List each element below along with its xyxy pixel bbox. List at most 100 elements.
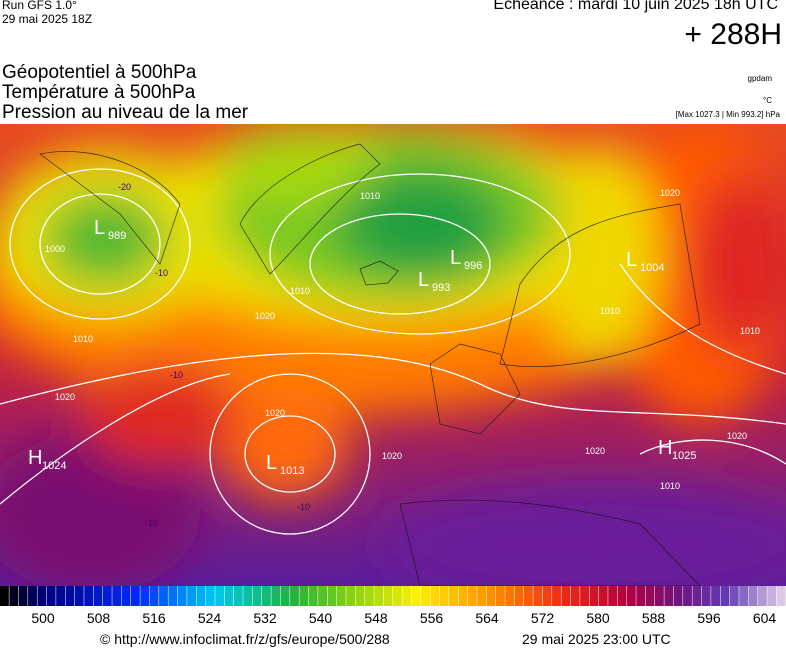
generated: 29 mai 2025 23:00 UTC — [522, 631, 671, 647]
colorbar-swatch — [430, 586, 440, 606]
colorbar-swatch — [37, 586, 47, 606]
colorbar-swatch — [364, 586, 374, 606]
source: © http://www.infoclimat.fr/z/gfs/europe/… — [100, 631, 390, 647]
isobar-label: 1020 — [660, 188, 680, 198]
isobar-label: 1020 — [255, 311, 275, 321]
colorbar-swatch — [477, 586, 487, 606]
isobar-label: 1010 — [73, 334, 93, 344]
isobar-label: 1020 — [55, 392, 75, 402]
colorbar-label: 516 — [142, 610, 166, 626]
colorbar-swatch — [524, 586, 533, 606]
colorbar-swatch — [683, 586, 692, 606]
colorbar-label: 604 — [752, 610, 777, 626]
colorbar-swatch — [252, 586, 262, 606]
pressure-letter: L — [266, 452, 277, 474]
colorbar-swatch — [580, 586, 589, 606]
colorbar-swatch — [570, 586, 580, 606]
pressure-letter: L — [626, 249, 637, 271]
colorbar-swatch — [131, 586, 140, 606]
colorbar-swatch — [495, 586, 505, 606]
pressure-letter: H — [28, 447, 42, 469]
colorbar-label: 556 — [419, 610, 444, 626]
pressure-letter: L — [450, 247, 461, 269]
colorbar-swatch — [0, 586, 9, 606]
colorbar-swatch — [757, 586, 767, 606]
colorbar-swatch — [140, 586, 150, 606]
colorbar-swatch — [533, 586, 543, 606]
legend-line: Géopotentiel à 500hPa — [2, 62, 197, 83]
isobar-label: 1000 — [45, 244, 65, 254]
colorbar-swatch — [177, 586, 187, 606]
colorbar-swatch — [748, 586, 758, 606]
colorbar-swatch — [655, 586, 664, 606]
colorbar-swatch — [18, 586, 28, 606]
valid-time: Echéance : mardi 10 juin 2025 18h UTC — [493, 0, 778, 13]
pressure-value: 989 — [108, 230, 126, 242]
temperature-label: -10 — [145, 518, 158, 528]
colorbar-label: 500 — [31, 610, 55, 626]
pressure-letter: L — [418, 269, 429, 291]
colorbar-swatch — [149, 586, 159, 606]
colorbar-swatch — [720, 586, 730, 606]
colorbar-swatch — [355, 586, 365, 606]
colorbar-swatch — [617, 586, 627, 606]
colorbar-swatch — [215, 586, 225, 606]
colorbar-label: 532 — [253, 610, 277, 626]
pressure-value: 996 — [464, 260, 482, 272]
colorbar-swatch — [318, 586, 327, 606]
colorbar-swatch — [486, 586, 496, 606]
colorbar-swatch — [346, 586, 356, 606]
colorbar-swatch — [187, 586, 196, 606]
isobar-label: 1020 — [727, 431, 747, 441]
colorbar-swatch — [112, 586, 122, 606]
lead-time: + 288H — [684, 18, 782, 51]
pressure-value: 1004 — [640, 262, 664, 274]
colorbar-swatch — [168, 586, 178, 606]
colorbar-swatch — [280, 586, 290, 606]
colorbar-swatch — [374, 586, 384, 606]
colorbar-labels: 500 508 516 524 532 540 548 556 564 572 580 588 596 6… — [0, 610, 786, 628]
colorbar-swatch — [243, 586, 253, 606]
colorbar-swatch — [598, 586, 608, 606]
colorbar-swatch — [645, 586, 655, 606]
colorbar-swatch — [205, 586, 215, 606]
colorbar-swatch — [84, 586, 94, 606]
colorbar-label: 580 — [586, 610, 610, 626]
run-date: 29 mai 2025 18Z — [2, 12, 93, 26]
colorbar-swatch — [233, 586, 243, 606]
colorbar-swatch — [664, 586, 674, 606]
colorbar-swatch — [299, 586, 309, 606]
pressure-value: 1013 — [280, 465, 304, 477]
colorbar-swatch — [589, 586, 599, 606]
colorbar-swatch — [421, 586, 430, 606]
colorbar-swatch — [28, 586, 37, 606]
isobar-label: 1020 — [585, 446, 605, 456]
colorbar-swatch — [262, 586, 271, 606]
colorbar-swatch — [458, 586, 468, 606]
colorbar-swatch — [626, 586, 636, 606]
colorbar-swatch — [692, 586, 702, 606]
pressure-value: 993 — [432, 282, 450, 294]
colorbar-swatch — [505, 586, 515, 606]
colorbar-swatch — [439, 586, 449, 606]
pressure-value: 1024 — [42, 460, 66, 472]
colorbar-label: 588 — [641, 610, 666, 626]
colorbar-swatch — [308, 586, 318, 606]
colorbar-swatch — [46, 586, 56, 606]
run: Run GFS 1.0° — [2, 0, 77, 12]
colorbar-swatch — [739, 586, 749, 606]
colorbar-swatch — [449, 586, 458, 606]
isobar-label: 1010 — [360, 191, 380, 201]
colorbar-swatch — [102, 586, 112, 606]
colorbar-swatch — [552, 586, 561, 606]
pressure-letter: L — [94, 217, 105, 239]
colorbar-label: 548 — [364, 610, 388, 626]
colorbar-swatch — [776, 586, 786, 606]
colorbar-swatch — [9, 586, 19, 606]
isobar-label: 1010 — [290, 286, 310, 296]
colorbar-swatch — [393, 586, 402, 606]
temperature-label: -10 — [170, 370, 183, 380]
colorbar-swatch — [542, 586, 552, 606]
